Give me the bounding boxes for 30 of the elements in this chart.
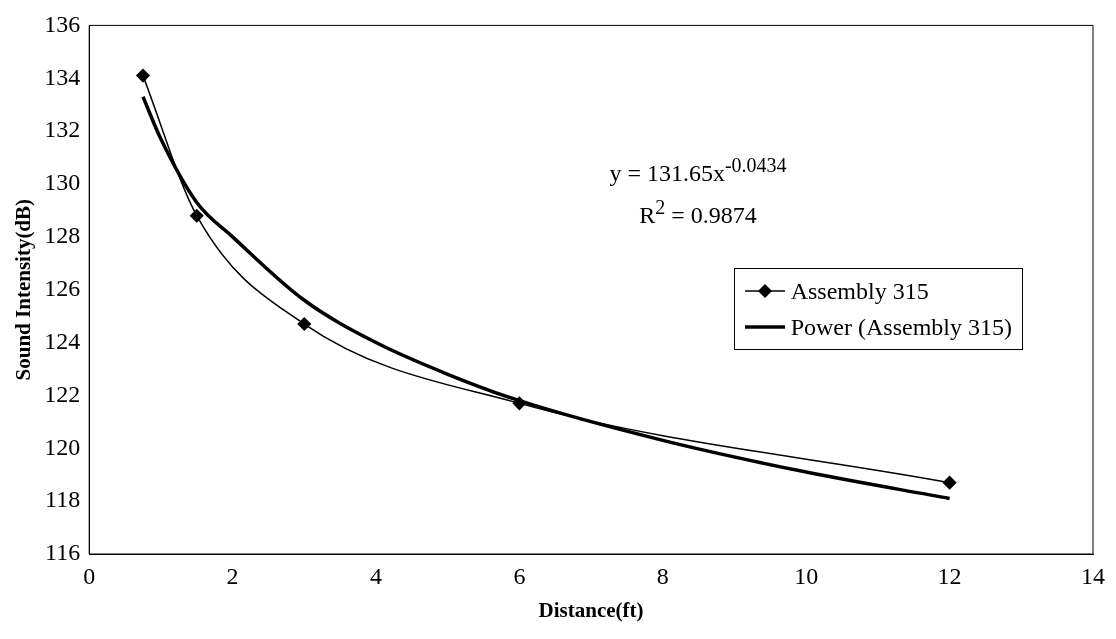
y-tick-label: 118 [45,486,81,513]
y-tick-label: 134 [44,63,81,90]
point [297,317,312,331]
y-tick-label: 130 [44,169,81,196]
legend-label: Power (Assembly 315) [790,313,1012,341]
y-axis-title: Sound Intensity(dB) [11,198,36,381]
x-tick-label: 12 [937,562,962,589]
point [512,396,527,411]
x-axis-title: Distance(ft) [538,597,644,622]
y-tick-label: 116 [45,539,81,566]
point [136,68,150,83]
annotation: R$^{2}$ = 0.9874 [638,195,758,230]
y-tick-label: 124 [44,327,81,354]
annotation: y = 131.65x$^{-0.0434}$ [608,153,788,188]
x-tick-label: 4 [370,562,382,589]
legend-label: Assembly 315 [790,277,929,305]
y-tick-label: 122 [44,380,81,407]
x-tick-label: 10 [794,562,819,589]
x-tick-label: 6 [513,562,526,589]
y-tick-label: 126 [44,275,81,301]
y-tick-label: 136 [44,10,81,37]
point [942,475,957,490]
x-tick-label: 14 [1081,562,1105,589]
y-tick-label: 120 [44,433,81,460]
x-tick-label: 0 [83,562,96,589]
y-tick-label: 132 [44,116,81,143]
y-tick-label: 128 [44,222,81,249]
x-tick-label: 2 [226,562,239,589]
point [190,208,204,223]
x-tick-label: 8 [656,562,669,589]
